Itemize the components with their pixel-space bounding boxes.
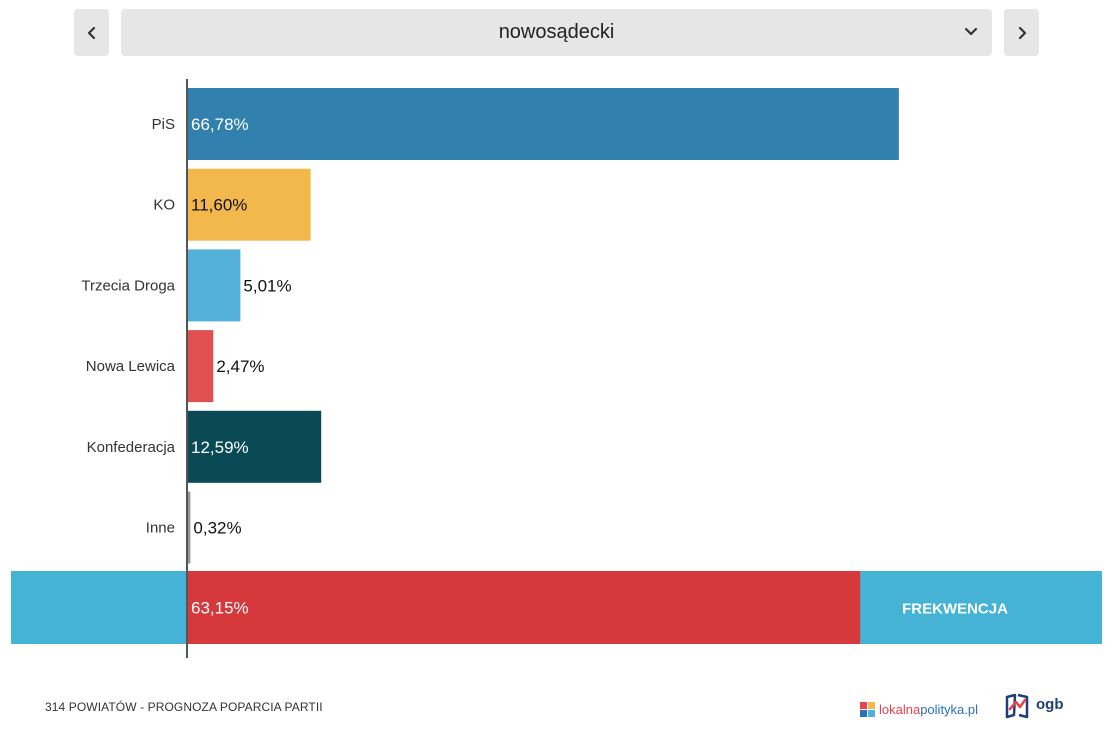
lokalnapolityka-mark-icon [860,701,875,717]
turnout-label: FREKWENCJA [902,601,1008,618]
previous-district-button[interactable] [74,9,109,56]
category-label-konfederacja: Konfederacja [87,439,176,456]
value-label-inne: 0,32% [193,519,241,538]
bar-pis[interactable] [187,88,899,160]
value-label-nowa-lewica: 2,47% [216,357,264,376]
district-select-value: nowosądecki [498,21,615,43]
bar-inne[interactable] [187,491,191,564]
chevron-left-icon [87,26,95,39]
category-label-trzecia-droga: Trzecia Droga [81,277,175,294]
bar-nowa-lewica[interactable] [187,330,214,403]
category-label-ko: KO [153,197,175,214]
value-label-trzecia-droga: 5,01% [243,276,291,295]
next-district-button[interactable] [1004,9,1039,56]
category-label-inne: Inne [146,520,175,537]
ogb-logo-text: ogb [1036,695,1064,713]
turnout-bar[interactable] [187,571,861,644]
value-label-ko: 11,60% [191,196,247,215]
logo-lokalna-text: lokalna [879,701,921,717]
value-label-konfederacja: 12,59% [191,438,249,457]
district-select[interactable]: nowosądecki [121,9,992,56]
category-label-nowa-lewica: Nowa Lewica [86,358,176,375]
category-label-pis: PiS [152,116,175,133]
lokalnapolityka-logo[interactable]: lokalna polityka.pl [860,700,978,718]
bar-trzecia-droga[interactable] [187,249,241,322]
logo-polityka-text: polityka.pl [920,701,979,717]
bar-konfederacja[interactable] [187,410,322,483]
footer-title: 314 POWIATÓW - PROGNOZA POPARCIA PARTII [45,700,323,714]
chevron-down-icon [964,27,978,36]
value-label-pis: 66,78% [191,115,249,134]
ogb-logo[interactable]: ogb [1004,693,1064,721]
ogb-mark-icon [1005,693,1029,719]
party-support-chart: PiS 66,78% KO 11,60% Trzecia Droga 5,01% Nowa … [11,79,1102,658]
bar-ko[interactable] [187,168,311,241]
chevron-right-icon [1018,26,1026,39]
turnout-value-label: 63,15% [191,599,249,618]
